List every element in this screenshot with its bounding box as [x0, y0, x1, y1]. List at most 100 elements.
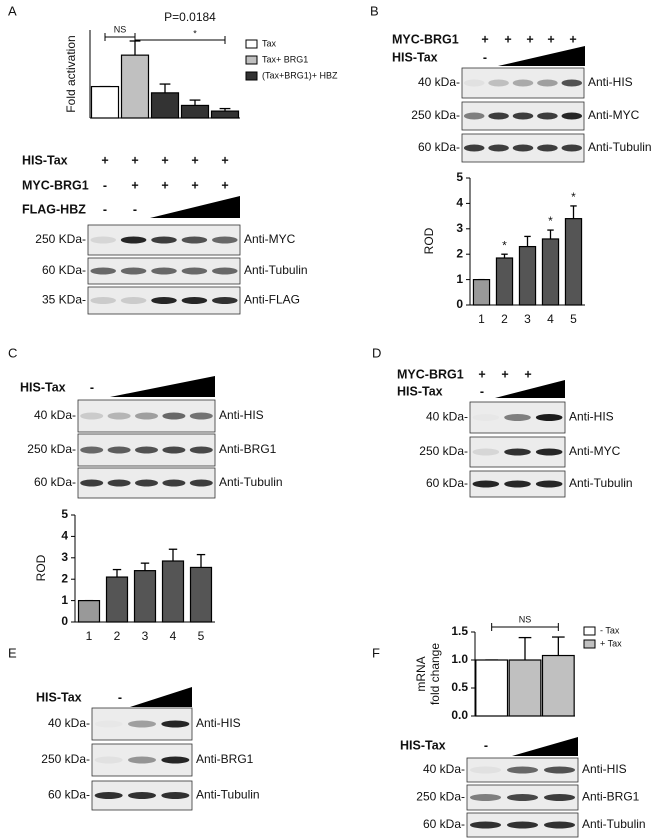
band	[463, 79, 485, 87]
marker-size: 60 kDa-	[423, 817, 465, 831]
y-tick-label: 4	[61, 529, 68, 543]
dose-ramp	[110, 376, 215, 397]
condition-label: HIS-Tax	[22, 153, 68, 167]
lane-sign: +	[526, 32, 533, 46]
lane-sign: +	[161, 153, 168, 167]
y-tick-label: 4	[456, 196, 463, 210]
y-tick-label: 3	[61, 550, 68, 564]
lane-sign: +	[131, 178, 138, 192]
band	[535, 448, 563, 456]
bar	[77, 599, 101, 623]
band	[537, 112, 558, 120]
panel-letter: A	[8, 3, 17, 18]
lane-sign: -	[103, 202, 107, 216]
lane-sign: +	[481, 32, 488, 46]
condition-label: HIS-Tax	[20, 380, 66, 394]
band	[212, 297, 238, 304]
band	[107, 479, 131, 487]
bar	[564, 218, 583, 306]
x-tick-label: 3	[142, 629, 149, 643]
bar	[120, 54, 150, 119]
band	[181, 297, 208, 304]
band	[161, 792, 190, 799]
legend-swatch	[583, 639, 596, 649]
bar	[90, 85, 120, 119]
band	[120, 267, 147, 275]
lane-sign: -	[118, 690, 122, 704]
band	[504, 480, 531, 488]
band	[120, 236, 147, 244]
y-tick-label: 0.5	[451, 680, 468, 694]
band	[162, 479, 186, 487]
y-tick-label: 1	[456, 272, 463, 286]
band	[504, 414, 531, 421]
antibody-label: Anti-Tubulin	[588, 140, 652, 154]
y-tick-label: 0	[456, 297, 463, 311]
antibody-label: Anti-BRG1	[582, 790, 640, 804]
band	[151, 297, 177, 304]
x-tick-label: 1	[478, 312, 485, 326]
band	[543, 794, 576, 801]
marker-size: 35 KDa-	[42, 293, 86, 307]
band	[535, 414, 563, 421]
y-tick-label: 2	[456, 246, 463, 260]
band	[95, 721, 123, 728]
antibody-label: Anti-FLAG	[244, 293, 300, 307]
lane-sign: +	[191, 153, 198, 167]
marker-size: 40 kDa-	[48, 716, 90, 730]
antibody-label: Anti-BRG1	[219, 442, 277, 456]
band	[151, 236, 177, 244]
y-tick-label: 0	[61, 614, 68, 628]
dose-ramp	[130, 687, 192, 707]
legend-label: - Tax	[600, 625, 620, 635]
band	[488, 112, 509, 120]
y-axis-label: mRNA	[414, 656, 428, 691]
significance-star: *	[571, 190, 576, 204]
marker-size: 250 kDa-	[41, 752, 90, 766]
x-tick-label: 4	[170, 629, 177, 643]
lane-sign: +	[191, 178, 198, 192]
legend-label: (Tax+BRG1)+ HBZ	[262, 70, 338, 80]
band	[107, 446, 131, 454]
y-tick-label: 1.0	[451, 652, 468, 666]
y-axis-label: fold change	[428, 643, 442, 705]
lane-sign: +	[547, 32, 554, 46]
panel-letter: C	[8, 345, 17, 360]
antibody-label: Anti-MYC	[569, 444, 621, 458]
marker-size: 250 KDa-	[35, 232, 86, 246]
band	[504, 448, 531, 456]
band	[80, 479, 104, 487]
band	[90, 267, 116, 275]
y-axis-label: ROD	[34, 554, 48, 581]
band	[134, 412, 159, 420]
band	[488, 79, 509, 87]
condition-label: FLAG-HBZ	[22, 202, 86, 216]
band	[134, 479, 159, 487]
band	[561, 144, 583, 152]
y-tick-label: 2	[61, 571, 68, 585]
lane-sign: -	[133, 202, 137, 216]
band	[128, 756, 156, 764]
marker-size: 60 kDa-	[426, 476, 468, 490]
band	[469, 821, 502, 829]
band	[473, 414, 500, 421]
band	[151, 267, 177, 275]
marker-size: 250 kDa-	[27, 442, 76, 456]
band	[463, 112, 485, 120]
band	[107, 412, 131, 420]
marker-size: 60 KDa-	[42, 263, 86, 277]
band	[537, 79, 558, 87]
condition-label: HIS-Tax	[36, 690, 82, 704]
legend-swatch	[583, 626, 596, 636]
band	[506, 766, 539, 774]
condition-label: HIS-Tax	[392, 50, 438, 64]
x-tick-label: 5	[198, 629, 205, 643]
x-tick-label: 3	[524, 312, 531, 326]
band	[535, 480, 563, 488]
band	[161, 756, 190, 764]
lane-sign: +	[131, 153, 138, 167]
lane-sign: +	[221, 153, 228, 167]
lane-sign: +	[569, 32, 576, 46]
band	[506, 821, 539, 829]
band	[561, 112, 583, 120]
